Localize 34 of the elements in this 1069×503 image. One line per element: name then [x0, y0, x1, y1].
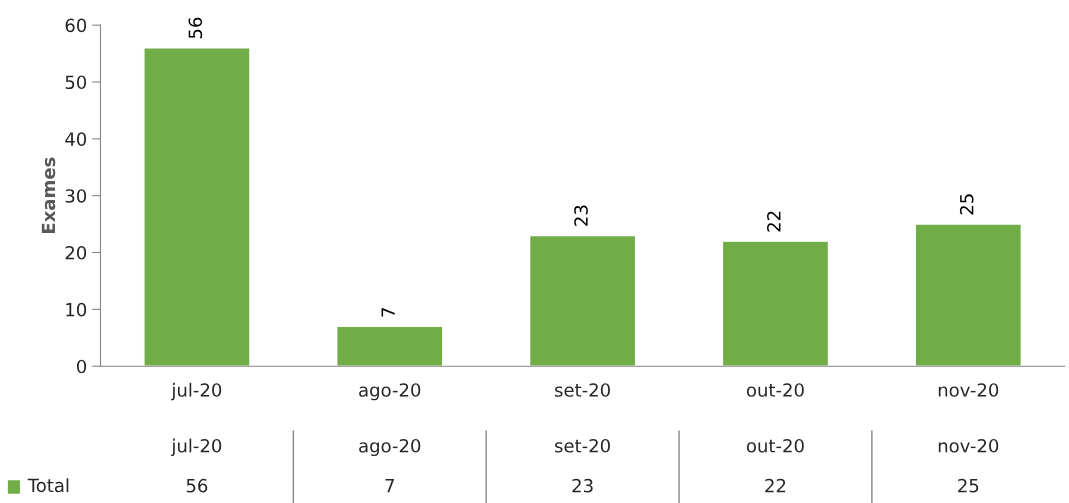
bar	[721, 240, 830, 367]
bar	[528, 234, 637, 367]
y-axis-title: Exames	[41, 157, 56, 233]
text: 22	[765, 478, 786, 493]
y-tick-label: 0	[76, 359, 87, 374]
y-tick-label: 20	[65, 245, 87, 260]
data-label: 23	[574, 205, 588, 226]
x-tick-label: jul-20	[171, 382, 222, 401]
data-label: 25	[959, 194, 974, 215]
category-label: out-20	[746, 438, 804, 453]
y-tick-label: 50	[65, 75, 87, 90]
text: 56	[186, 478, 208, 493]
y-tick-label: 10	[66, 302, 87, 317]
y-tick-label: 30	[65, 189, 87, 203]
bar	[914, 223, 1023, 367]
x-tick-label: out-20	[746, 383, 804, 397]
bar	[336, 325, 444, 367]
category-label: ago-20	[359, 438, 421, 457]
text: 25	[958, 478, 979, 493]
x-tick-label: ago-20	[359, 383, 421, 401]
legend-label: Total	[27, 478, 69, 493]
data-label: 22	[767, 211, 781, 232]
text: 23	[572, 478, 593, 493]
data-label: 7	[381, 308, 395, 317]
y-tick-label: 40	[65, 132, 87, 146]
y-tick-label: 60	[65, 18, 87, 33]
category-label: nov-20	[938, 438, 999, 453]
data-label: 56	[188, 17, 203, 39]
x-tick-label: nov-20	[938, 383, 999, 397]
bar	[143, 47, 251, 367]
category-label: set-20	[555, 438, 610, 453]
text: 7	[385, 479, 394, 493]
x-tick-label: set-20	[555, 383, 610, 397]
category-label: jul-20	[171, 438, 222, 457]
